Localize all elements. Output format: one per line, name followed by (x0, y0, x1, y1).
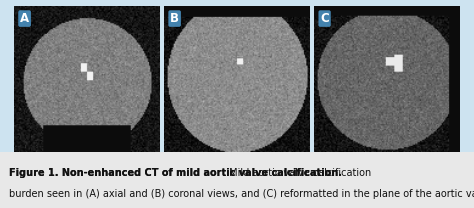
Text: burden seen in (A) axial and (B) coronal views, and (C) reformatted in the plane: burden seen in (A) axial and (B) coronal… (9, 189, 474, 199)
Text: A: A (20, 12, 29, 25)
Text: Mild aortic valve calcification: Mild aortic valve calcification (226, 168, 372, 178)
Text: C: C (320, 12, 329, 25)
Text: Figure 1. Non-enhanced CT of mild aortic valve calcification.: Figure 1. Non-enhanced CT of mild aortic… (9, 168, 343, 178)
Text: Figure 1. Non-enhanced CT of mild aortic valve calcification.: Figure 1. Non-enhanced CT of mild aortic… (9, 168, 343, 178)
Text: B: B (170, 12, 179, 25)
